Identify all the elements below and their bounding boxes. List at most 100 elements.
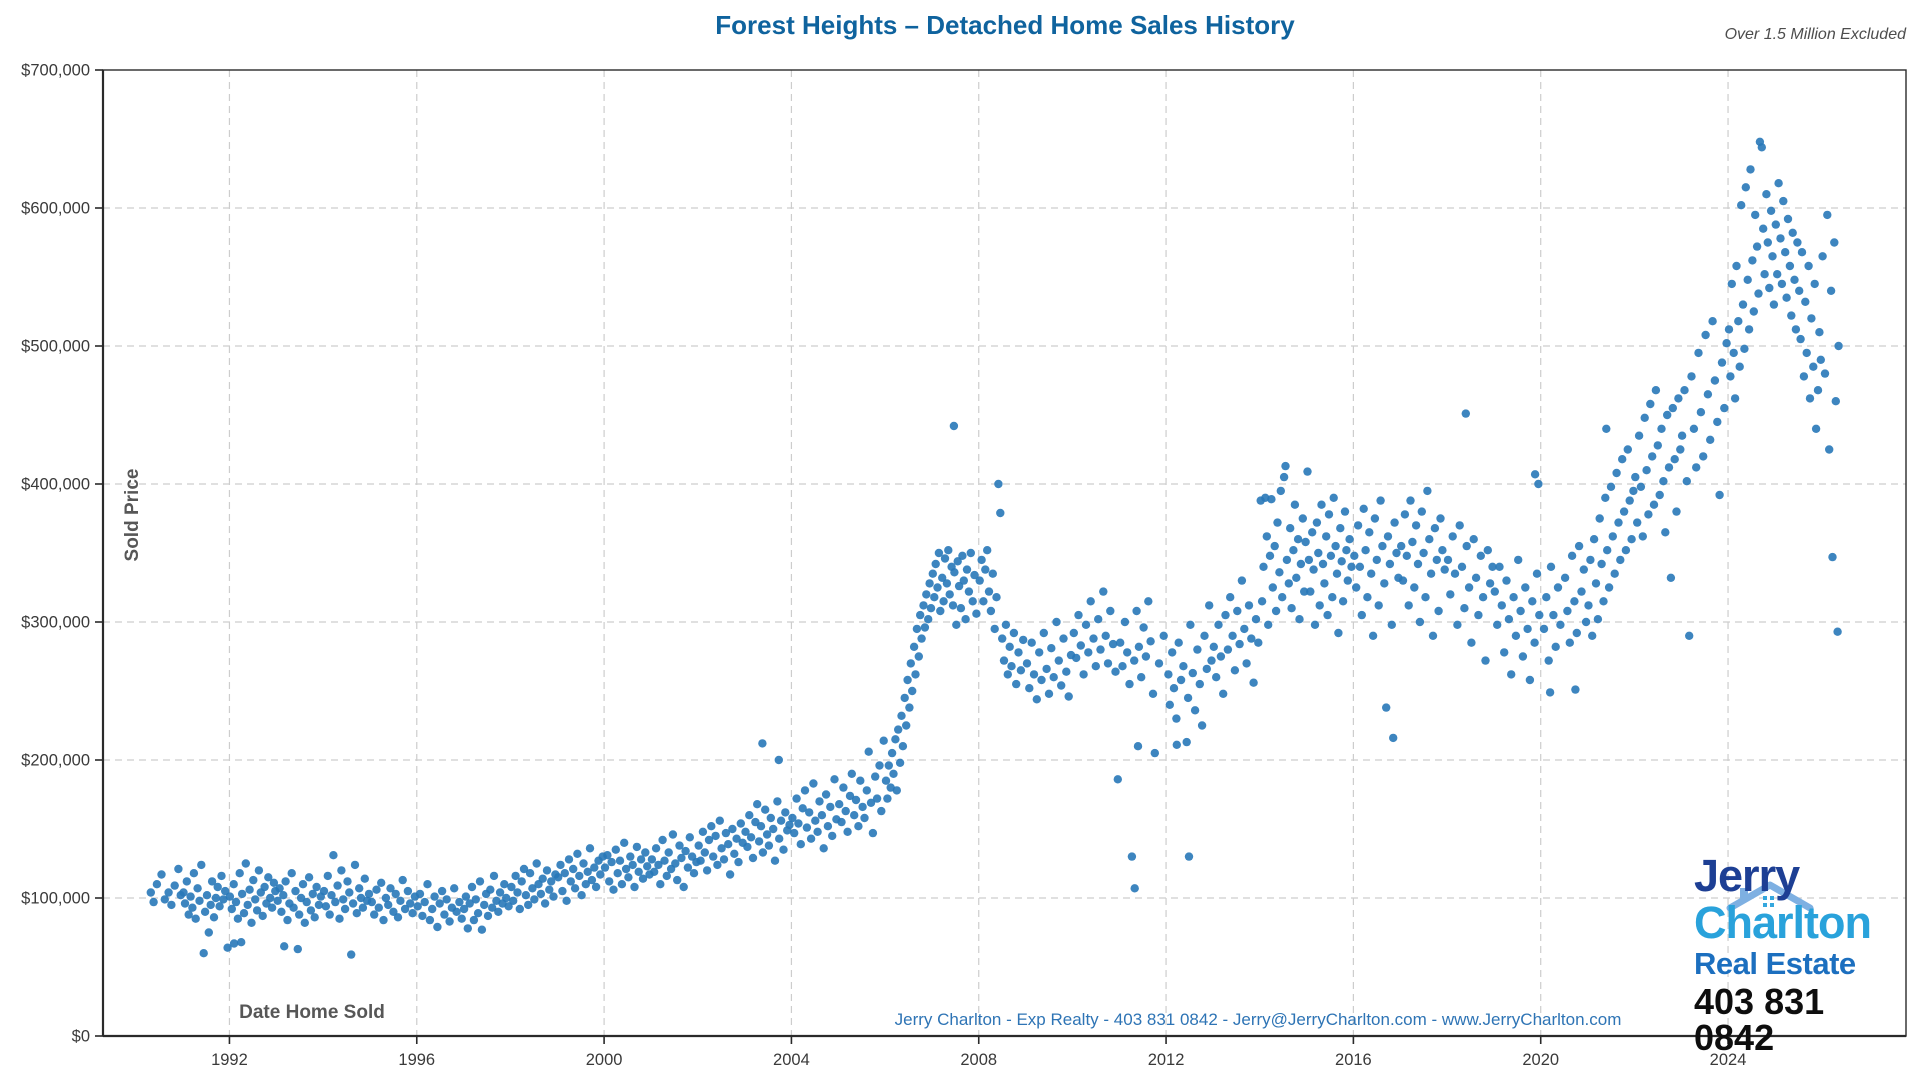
scatter-point bbox=[813, 827, 822, 836]
scatter-point bbox=[554, 873, 563, 882]
scatter-point bbox=[719, 855, 729, 864]
scatter-point bbox=[1259, 562, 1268, 571]
scatter-point bbox=[1586, 555, 1595, 565]
scatter-point bbox=[919, 601, 928, 610]
scatter-point bbox=[1054, 656, 1064, 665]
scatter-point bbox=[1127, 852, 1137, 861]
scatter-point bbox=[1601, 493, 1610, 502]
scatter-point bbox=[1228, 631, 1237, 640]
scatter-point bbox=[1150, 748, 1160, 758]
scatter-point bbox=[1584, 601, 1593, 610]
scatter-point bbox=[1007, 662, 1016, 671]
scatter-point bbox=[1074, 610, 1083, 620]
scatter-point bbox=[994, 479, 1003, 489]
scatter-point bbox=[1760, 270, 1769, 279]
scatter-point bbox=[558, 886, 567, 896]
scatter-point bbox=[452, 907, 461, 916]
scatter-point bbox=[1595, 514, 1604, 523]
scatter-point bbox=[1130, 884, 1139, 893]
x-tick-label: 2016 bbox=[1335, 1051, 1372, 1069]
scatter-point bbox=[1052, 617, 1061, 627]
scatter-point bbox=[1502, 576, 1511, 585]
scatter-point bbox=[494, 907, 503, 916]
scatter-point bbox=[1579, 565, 1589, 574]
scatter-point bbox=[1251, 615, 1261, 624]
scatter-point bbox=[355, 884, 364, 893]
scatter-point bbox=[1556, 620, 1565, 629]
scatter-point bbox=[1646, 399, 1655, 409]
scatter-point bbox=[894, 725, 903, 734]
scatter-point bbox=[1525, 675, 1535, 685]
scatter-point bbox=[1372, 555, 1382, 565]
scatter-point bbox=[779, 845, 788, 854]
scatter-point bbox=[607, 857, 616, 867]
scatter-point bbox=[966, 548, 975, 558]
scatter-point bbox=[1047, 644, 1056, 653]
scatter-point bbox=[1324, 510, 1334, 519]
scatter-point bbox=[237, 938, 246, 947]
scatter-point bbox=[815, 797, 824, 806]
scatter-point bbox=[217, 871, 226, 881]
scatter-point bbox=[762, 830, 772, 839]
scatter-point bbox=[1295, 615, 1304, 624]
scatter-point bbox=[1301, 537, 1310, 547]
scatter-point bbox=[1419, 548, 1428, 558]
scatter-point bbox=[821, 790, 831, 799]
page-title: Forest Heights – Detached Home Sales His… bbox=[715, 10, 1295, 40]
scatter-point bbox=[323, 871, 332, 881]
scatter-point bbox=[1514, 555, 1523, 565]
scatter-point bbox=[1413, 559, 1423, 569]
scatter-point bbox=[1670, 455, 1679, 464]
scatter-point bbox=[940, 554, 950, 563]
scatter-point bbox=[1179, 662, 1188, 671]
scatter-point bbox=[1631, 472, 1640, 482]
scatter-point bbox=[709, 852, 718, 861]
scatter-point bbox=[903, 675, 912, 685]
scatter-point bbox=[1298, 514, 1308, 523]
scatter-point bbox=[1287, 604, 1296, 613]
x-tick-label: 2012 bbox=[1148, 1051, 1185, 1069]
scatter-point bbox=[381, 893, 391, 903]
scatter-point bbox=[1331, 541, 1340, 551]
scatter-point bbox=[1523, 624, 1532, 634]
scatter-point bbox=[1184, 852, 1194, 861]
scatter-point bbox=[600, 863, 610, 872]
scatter-point bbox=[1769, 300, 1779, 309]
scatter-point bbox=[189, 869, 199, 878]
scatter-point bbox=[251, 895, 260, 904]
scatter-point bbox=[872, 794, 882, 803]
scatter-point bbox=[1049, 673, 1058, 682]
scatter-point bbox=[1014, 648, 1023, 657]
scatter-point bbox=[839, 783, 848, 792]
scatter-point bbox=[1649, 500, 1659, 509]
scatter-point bbox=[1278, 593, 1287, 602]
y-tick-label: $500,000 bbox=[21, 338, 90, 356]
scatter-point bbox=[367, 897, 376, 907]
scatter-point bbox=[1235, 639, 1244, 649]
y-tick-label: $700,000 bbox=[21, 62, 90, 80]
scatter-point bbox=[1044, 689, 1054, 698]
scatter-point bbox=[1779, 196, 1788, 206]
scatter-point bbox=[970, 570, 979, 580]
scatter-point bbox=[651, 844, 661, 853]
scatter-point bbox=[384, 900, 393, 910]
scatter-point bbox=[1072, 653, 1081, 663]
scatter-point bbox=[398, 875, 407, 885]
scatter-point bbox=[1542, 593, 1551, 602]
scatter-point bbox=[507, 882, 516, 892]
scatter-point bbox=[269, 878, 279, 887]
scatter-point bbox=[1606, 482, 1616, 491]
scatter-point bbox=[1062, 667, 1071, 676]
scatter-point bbox=[647, 855, 657, 864]
scatter-point bbox=[1530, 638, 1539, 647]
scatter-point bbox=[471, 895, 480, 904]
scatter-point bbox=[1455, 521, 1464, 530]
scatter-point bbox=[560, 869, 569, 878]
scatter-point bbox=[1752, 242, 1762, 251]
scatter-point bbox=[924, 615, 933, 624]
scatter-point bbox=[1608, 532, 1618, 541]
scatter-point bbox=[928, 569, 937, 578]
scatter-point bbox=[1223, 645, 1233, 654]
scatter-point bbox=[748, 853, 758, 863]
scatter-point bbox=[1629, 486, 1638, 496]
